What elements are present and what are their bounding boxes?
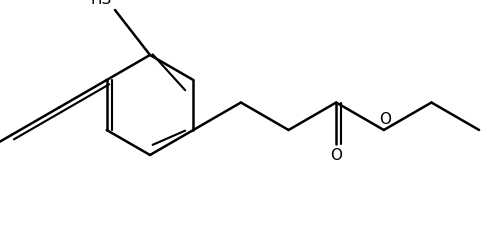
Text: O: O: [330, 148, 342, 163]
Text: HS: HS: [90, 0, 112, 8]
Text: O: O: [379, 112, 391, 128]
